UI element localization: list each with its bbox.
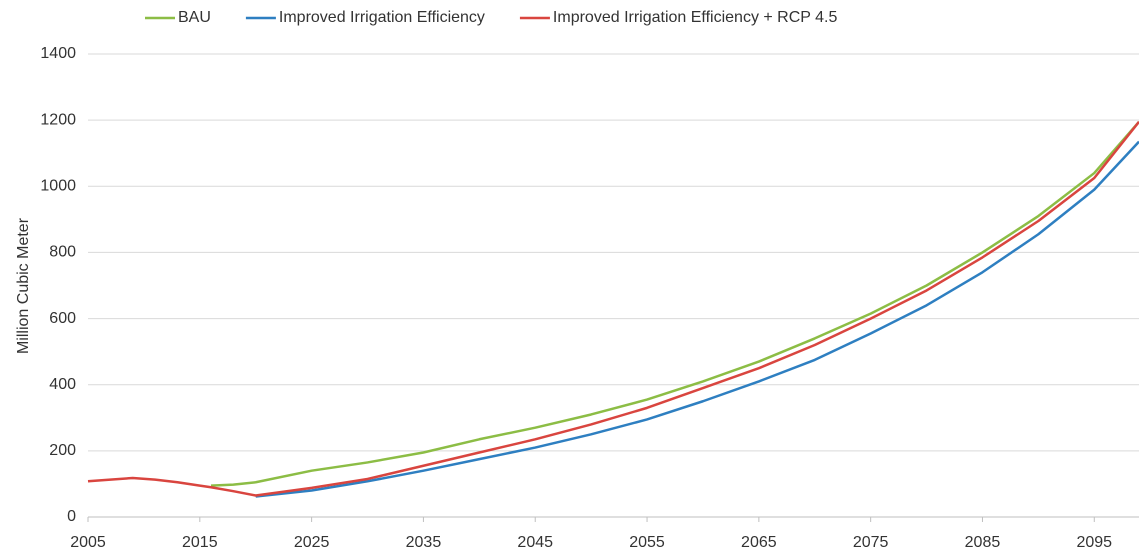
y-tick-label: 600 [49,310,76,327]
series-line [87,121,1139,497]
y-axis-label: Million Cubic Meter [15,217,32,354]
y-tick-label: 200 [49,442,76,459]
y-tick-label: 0 [67,508,76,525]
x-tick-label: 2055 [629,534,665,551]
y-tick-label: 1400 [40,45,76,62]
y-tick-label: 1200 [40,111,76,128]
y-tick-label: 800 [49,244,76,261]
legend-label: Improved Irrigation Efficiency [279,9,485,26]
x-tick-label: 2035 [406,534,442,551]
x-tick-label: 2025 [294,534,330,551]
series-line [255,140,1139,498]
x-tick-label: 2085 [965,534,1001,551]
x-tick-label: 2095 [1076,534,1112,551]
legend-label: Improved Irrigation Efficiency + RCP 4.5 [553,9,838,26]
legend-label: BAU [178,9,211,26]
x-tick-label: 2005 [70,534,106,551]
x-tick-label: 2045 [517,534,553,551]
y-tick-label: 400 [49,376,76,393]
y-tick-label: 1000 [40,178,76,195]
series-line [210,120,1139,487]
x-tick-label: 2015 [182,534,218,551]
x-tick-label: 2075 [853,534,889,551]
x-tick-label: 2065 [741,534,777,551]
